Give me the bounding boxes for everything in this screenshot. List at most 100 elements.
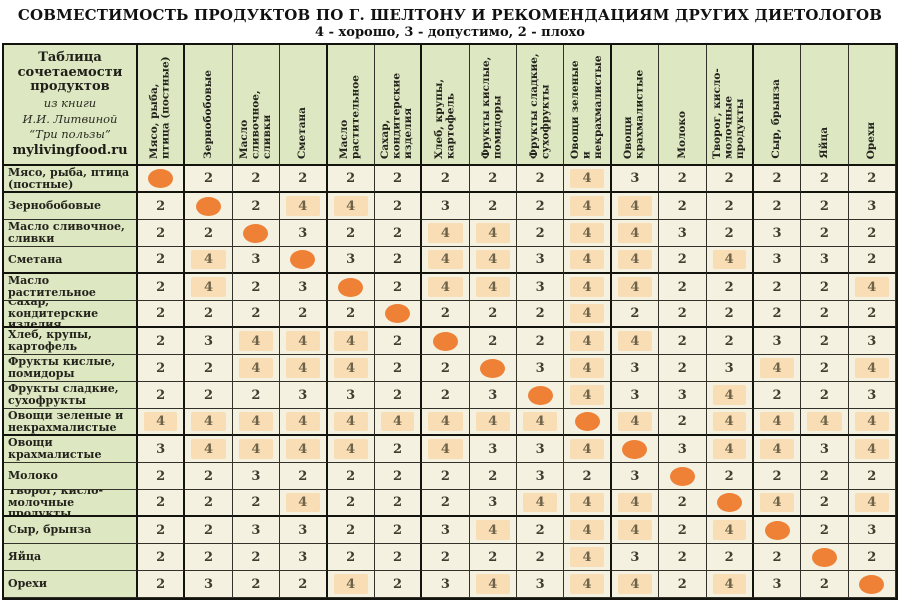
compatibility-value: 2: [393, 279, 403, 295]
compatibility-value: 3: [677, 441, 687, 457]
compatibility-value: 2: [393, 549, 403, 565]
col-header-label: Сыр, брынза: [770, 79, 783, 159]
matrix-cell-10-2: 4: [185, 409, 233, 436]
compatibility-value: 4: [630, 279, 640, 295]
matrix-cell-13-16: 4: [848, 490, 896, 517]
compatibility-value: 4: [867, 441, 877, 457]
matrix-cell-4-6: 2: [374, 247, 423, 274]
compatibility-value: 2: [204, 306, 214, 321]
row-header-13: Творог, кисло-молочные продукты: [4, 490, 138, 517]
matrix-cell-1-16: 2: [848, 166, 896, 193]
matrix-cell-12-2: 2: [185, 463, 233, 490]
matrix-cell-1-14: 2: [753, 166, 802, 193]
compatibility-value: 4: [582, 252, 592, 267]
compatibility-value: 2: [251, 198, 261, 214]
matrix-cell-3-5: 2: [327, 220, 375, 247]
matrix-cell-15-4: 3: [280, 544, 328, 571]
matrix-cell-15-16: 2: [848, 544, 896, 571]
compatibility-value: 2: [677, 333, 687, 349]
self-dot-icon: [622, 439, 648, 459]
col-header-7: Хлеб, крупы, картофель: [422, 45, 470, 166]
col-header-label: Овощи крахмалистые: [622, 69, 646, 159]
matrix-cell-11-6: 2: [374, 436, 423, 463]
compatibility-value: 4: [582, 171, 592, 186]
matrix-cell-6-16: 2: [848, 301, 896, 328]
row-header-1: Мясо, рыба, птица (постные): [4, 166, 138, 193]
compatibility-value: 2: [488, 333, 498, 349]
matrix-cell-1-7: 2: [422, 166, 470, 193]
compatibility-value: 2: [440, 387, 450, 403]
matrix-cell-4-3: 3: [232, 247, 281, 274]
compatibility-value: 3: [440, 522, 450, 538]
matrix-cell-3-16: 2: [848, 220, 896, 247]
matrix-cell-12-6: 2: [374, 463, 423, 490]
matrix-cell-7-6: 2: [374, 328, 423, 355]
self-dot-icon: [716, 493, 742, 512]
row-header-11: Овощи крахмалистые: [4, 436, 138, 463]
matrix-cell-12-15: 2: [801, 463, 849, 490]
matrix-cell-3-15: 2: [801, 220, 849, 247]
compatibility-value: 2: [535, 171, 545, 186]
compatibility-value: 2: [582, 468, 592, 484]
compatibility-value: 2: [156, 522, 166, 538]
matrix-cell-7-3: 4: [232, 328, 281, 355]
self-dot-cell-3: [232, 220, 281, 247]
compatibility-value: 2: [677, 522, 687, 538]
compatibility-value: 2: [488, 171, 498, 186]
compatibility-value: 2: [772, 198, 782, 214]
matrix-cell-2-3: 2: [232, 193, 281, 220]
compatibility-value: 2: [440, 360, 450, 376]
matrix-cell-16-13: 4: [706, 571, 754, 598]
matrix-cell-16-1: 2: [138, 571, 186, 598]
matrix-cell-3-10: 4: [564, 220, 612, 247]
compatibility-value: 4: [440, 441, 450, 457]
compatibility-value: 3: [440, 198, 450, 214]
self-dot-icon: [574, 412, 600, 431]
matrix-cell-16-6: 2: [374, 571, 423, 598]
compatibility-value: 2: [393, 360, 403, 376]
compatibility-value: 4: [204, 279, 214, 295]
matrix-cell-11-5: 4: [327, 436, 375, 463]
compatibility-value: 2: [440, 171, 450, 186]
matrix-cell-2-12: 2: [659, 193, 707, 220]
matrix-cell-5-6: 2: [374, 274, 423, 301]
col-header-2: Зернобобовые: [185, 45, 233, 166]
compatibility-value: 2: [156, 549, 166, 565]
compatibility-value: 2: [677, 576, 687, 592]
compatibility-value: 2: [772, 549, 782, 565]
self-dot-cell-11: [611, 436, 660, 463]
matrix-cell-6-1: 2: [138, 301, 186, 328]
matrix-cell-8-1: 2: [138, 355, 186, 382]
compatibility-value: 2: [393, 495, 403, 510]
matrix-cell-16-2: 3: [185, 571, 233, 598]
compatibility-value: 2: [867, 171, 877, 186]
compatibility-value: 2: [677, 198, 687, 214]
compatibility-value: 2: [867, 225, 877, 241]
matrix-cell-8-4: 4: [280, 355, 328, 382]
compatibility-value: 2: [819, 576, 829, 592]
compatibility-value: 2: [204, 171, 214, 186]
matrix-cell-2-5: 4: [327, 193, 375, 220]
compatibility-value: 2: [204, 549, 214, 565]
compatibility-value: 3: [535, 279, 545, 295]
col-header-1: Мясо, рыба, птица (постные): [138, 45, 186, 166]
compatibility-value: 3: [440, 576, 450, 592]
matrix-cell-12-16: 2: [848, 463, 896, 490]
compatibility-value: 2: [156, 252, 166, 267]
matrix-cell-8-14: 4: [753, 355, 802, 382]
compatibility-value: 4: [630, 522, 640, 538]
matrix-cell-5-12: 2: [659, 274, 707, 301]
col-header-label: Творог, кисло-молочные продукты: [710, 68, 746, 159]
matrix-cell-7-2: 3: [185, 328, 233, 355]
self-dot-icon: [243, 223, 269, 243]
compatibility-value: 2: [393, 333, 403, 349]
compatibility-value: 4: [582, 360, 592, 376]
compatibility-value: 2: [393, 171, 403, 186]
compatibility-value: 3: [204, 576, 214, 592]
compatibility-value: 2: [677, 252, 687, 267]
compatibility-value: 3: [630, 387, 640, 403]
matrix-cell-12-11: 3: [611, 463, 660, 490]
matrix-cell-1-6: 2: [374, 166, 423, 193]
compatibility-value: 2: [346, 171, 356, 186]
matrix-cell-9-6: 2: [374, 382, 423, 409]
